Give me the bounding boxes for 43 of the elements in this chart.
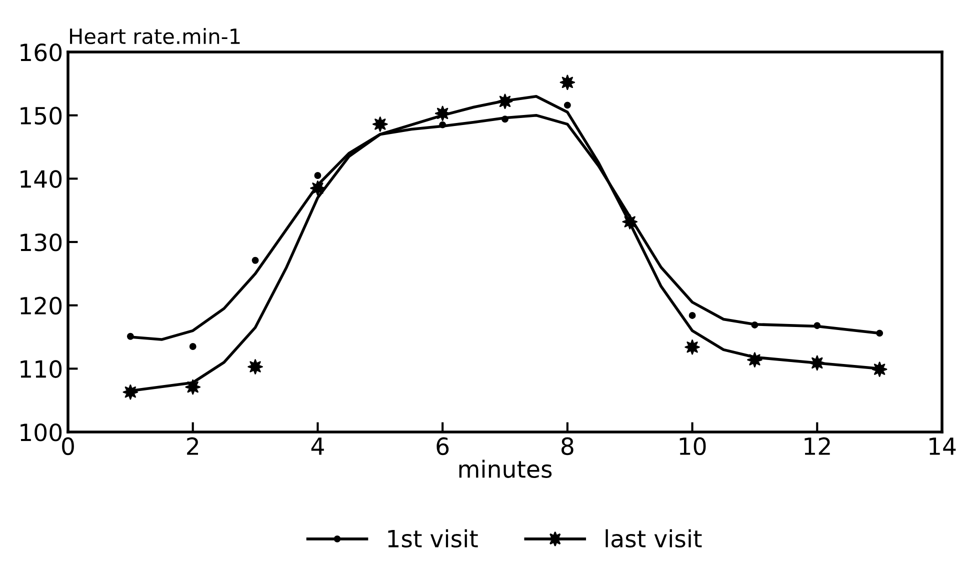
y-tick-label: 160 xyxy=(20,43,62,62)
y-axis-title: Heart rate.min-1 xyxy=(70,28,240,44)
x-axis-title: minutes xyxy=(459,460,552,478)
point xyxy=(189,343,196,350)
point xyxy=(872,362,888,377)
x-tick-label: 12 xyxy=(804,437,830,455)
legend-label: 1st visit xyxy=(388,529,478,548)
point xyxy=(310,180,326,196)
point xyxy=(684,339,700,355)
x-tick-label: 8 xyxy=(562,437,574,456)
point xyxy=(560,74,576,90)
legend-label: last visit xyxy=(606,529,702,548)
point xyxy=(810,355,825,371)
point xyxy=(372,116,388,132)
point xyxy=(248,359,263,374)
point xyxy=(876,330,884,337)
point xyxy=(126,332,134,340)
point xyxy=(814,322,821,330)
point xyxy=(751,321,758,328)
y-tick-label: 120 xyxy=(20,296,62,315)
y-tick-label: 130 xyxy=(20,233,62,252)
x-tick-label: 6 xyxy=(436,437,449,456)
point xyxy=(747,352,762,368)
point xyxy=(314,172,322,179)
point xyxy=(434,106,450,122)
y-tick-label: 140 xyxy=(20,170,62,188)
point xyxy=(122,384,138,400)
point xyxy=(497,94,513,110)
point xyxy=(564,102,571,109)
x-tick-label: 10 xyxy=(680,437,706,456)
y-tick-label: 110 xyxy=(20,360,62,378)
point xyxy=(185,379,200,395)
y-tick-label: 150 xyxy=(20,106,62,125)
point xyxy=(622,214,638,230)
point xyxy=(688,312,696,319)
point xyxy=(439,121,446,128)
x-tick-label: 4 xyxy=(311,438,324,455)
point xyxy=(502,116,508,123)
y-tick-label: 100 xyxy=(20,423,62,442)
point xyxy=(252,256,259,264)
x-tick-label: 14 xyxy=(930,438,956,455)
x-tick-label: 0 xyxy=(62,437,74,456)
x-tick-label: 2 xyxy=(187,437,198,455)
